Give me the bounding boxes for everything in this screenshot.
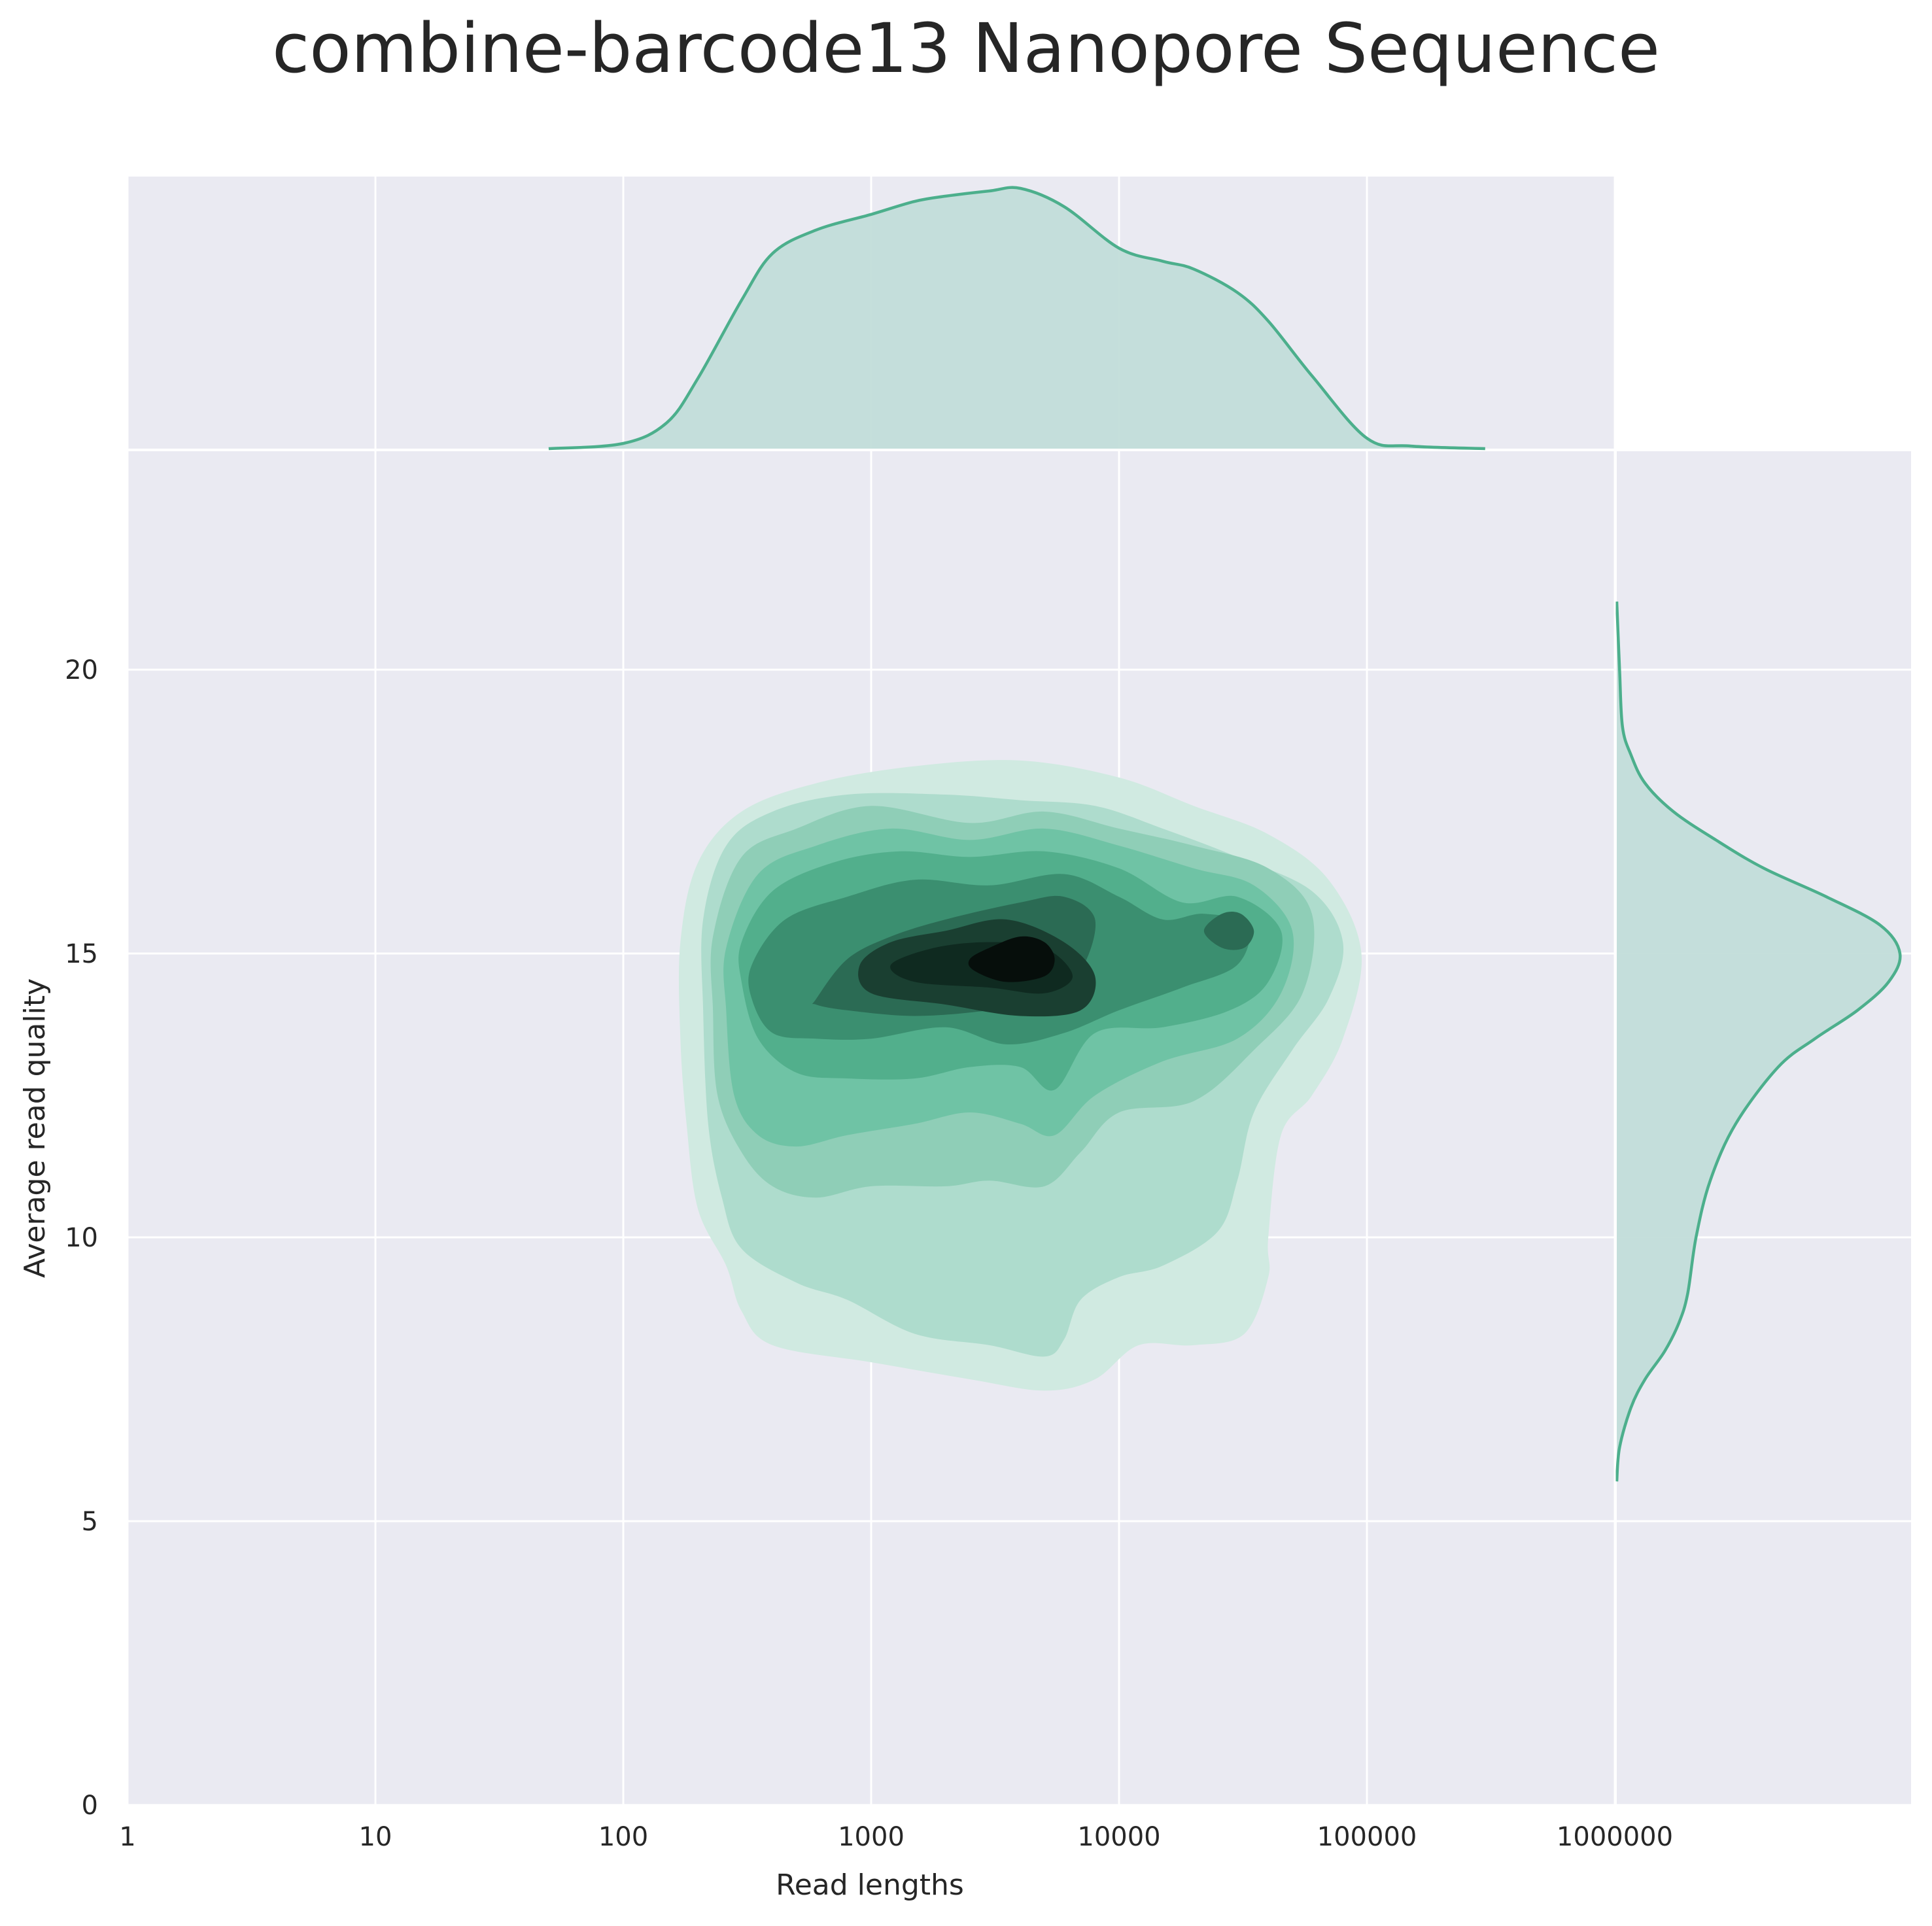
x-tick-label: 10000 (1077, 1822, 1160, 1852)
x-marginal-density-line (548, 186, 1485, 451)
y-marginal-density-line (1615, 601, 1902, 1482)
kde-contour-level-10 (968, 936, 1055, 982)
y-tick-label: 5 (82, 1507, 98, 1537)
y-axis-ticks: 0 5 10 15 20 (65, 655, 98, 1821)
y-tick-label: 0 (82, 1791, 98, 1821)
x-marginal-density-fill (548, 187, 1485, 449)
x-tick-label: 1 (119, 1822, 135, 1852)
x-axis-ticks: 1 10 100 1000 10000 100000 1000000 (119, 1822, 1673, 1852)
x-tick-label: 10 (359, 1822, 392, 1852)
chart-title: combine-barcode13 Nanopore Sequence (272, 9, 1660, 88)
x-tick-label: 100 (598, 1822, 648, 1852)
y-tick-label: 10 (65, 1223, 98, 1253)
x-axis-label: Read lengths (776, 1868, 964, 1902)
x-tick-label: 1000000 (1557, 1822, 1673, 1852)
y-marginal-density-fill (1617, 601, 1901, 1482)
y-axis-label: Average read quality (18, 978, 52, 1278)
kde-contour-level-11 (1203, 911, 1254, 950)
x-tick-label: 100000 (1317, 1822, 1417, 1852)
y-tick-label: 20 (65, 655, 98, 685)
kde-contours (678, 760, 1362, 1391)
x-tick-label: 1000 (838, 1822, 905, 1852)
y-tick-label: 15 (65, 939, 98, 969)
